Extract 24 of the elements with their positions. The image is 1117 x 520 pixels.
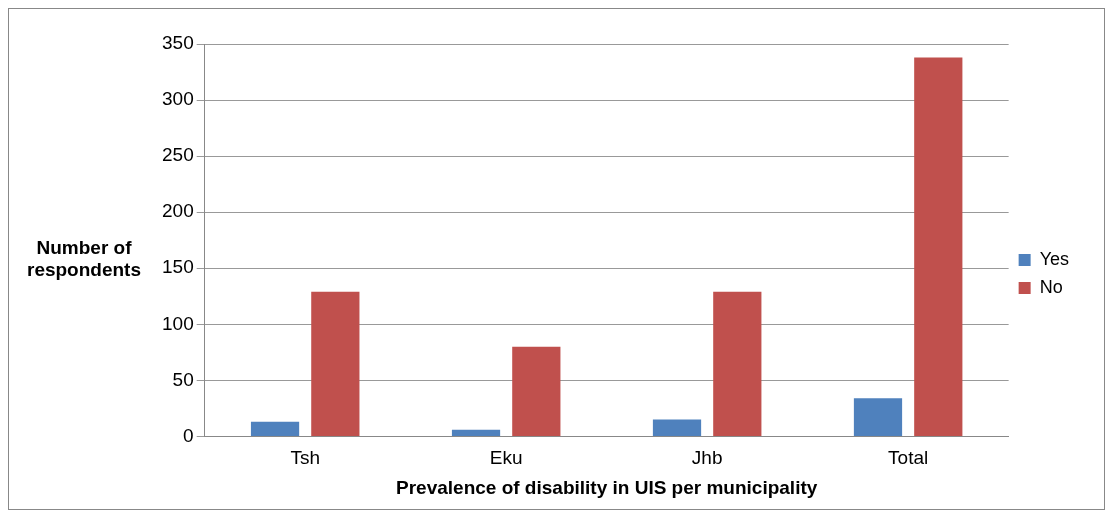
y-tick-label: 0 [183, 424, 194, 446]
y-tick-label: 100 [162, 312, 194, 334]
bar [512, 346, 561, 436]
bar [250, 421, 300, 436]
bar [914, 57, 963, 436]
bar [713, 291, 762, 436]
bar [311, 291, 360, 436]
y-tick-label: 350 [162, 32, 194, 54]
y-tick-label: 300 [162, 88, 194, 110]
legend-label: Yes [1039, 248, 1070, 269]
x-axis-title: Prevalence of disability in UIS per municipality [396, 476, 818, 498]
y-tick-label: 50 [172, 368, 194, 390]
x-tick-label: Tsh [290, 447, 320, 469]
y-tick-label: 200 [162, 200, 194, 222]
y-tick-label: 150 [162, 256, 194, 278]
x-tick-label: Total [888, 447, 929, 469]
x-tick-label: Eku [489, 447, 523, 469]
bar [652, 419, 702, 436]
y-tick-label: 250 [162, 144, 194, 166]
y-axis-title: Number of respondents [26, 237, 142, 281]
bar [451, 429, 501, 436]
x-tick-label: Jhb [691, 447, 723, 469]
bar [853, 398, 903, 436]
legend-label: No [1039, 276, 1063, 297]
